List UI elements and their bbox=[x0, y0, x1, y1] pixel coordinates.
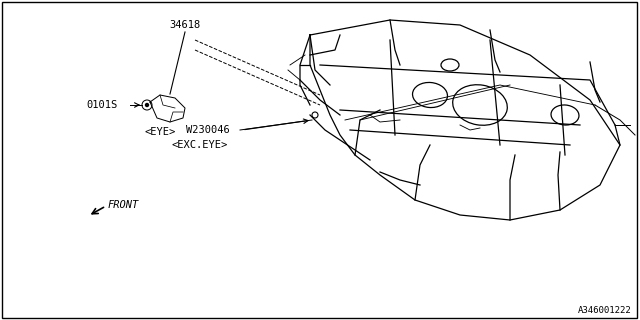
Text: <EXC.EYE>: <EXC.EYE> bbox=[172, 140, 228, 150]
Text: 34618: 34618 bbox=[170, 20, 200, 30]
Text: FRONT: FRONT bbox=[108, 200, 140, 210]
Text: <EYE>: <EYE> bbox=[145, 127, 175, 137]
Circle shape bbox=[145, 103, 148, 107]
Text: A346001222: A346001222 bbox=[579, 306, 632, 315]
Text: 0101S: 0101S bbox=[87, 100, 118, 110]
Text: W230046: W230046 bbox=[186, 125, 230, 135]
